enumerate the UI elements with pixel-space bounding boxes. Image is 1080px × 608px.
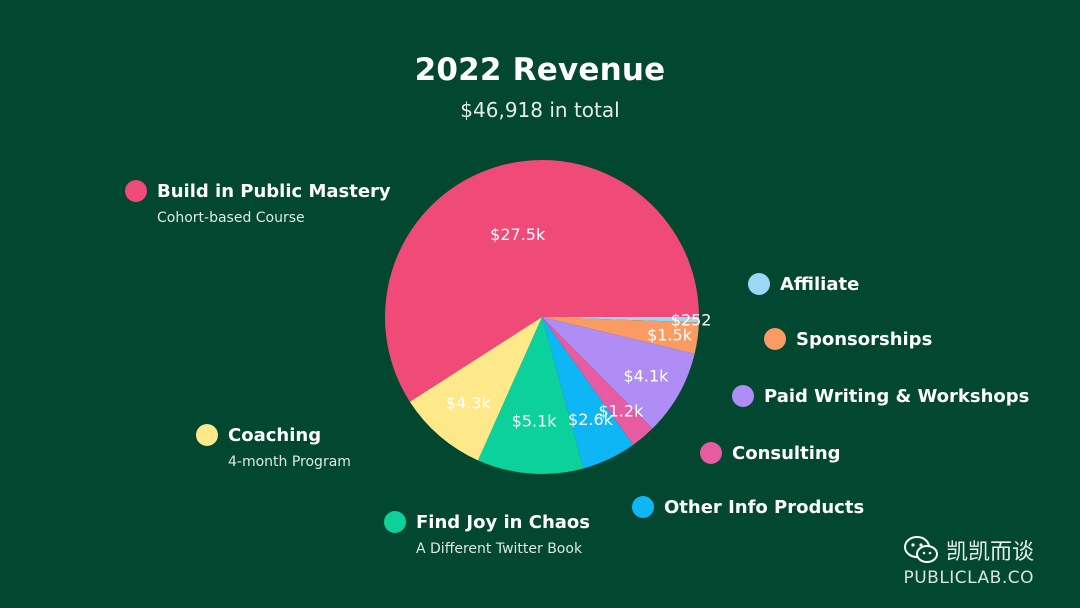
legend-dot [748,273,770,295]
wechat-icon [903,536,938,563]
legend-dot [632,496,654,518]
slice-value-label: $4.1k [624,367,670,386]
legend-label: Find Joy in Chaos [416,511,590,533]
slice-value-label: $2.6k [568,410,614,429]
legend-label: Coaching [228,424,322,446]
legend-sublabel: A Different Twitter Book [416,541,583,557]
watermark-brand: 凯凯而谈 [945,540,1034,565]
slice-value-label: $4.3k [446,394,492,413]
watermark: 凯凯而谈 PUBLICLAB.CO [903,534,1034,588]
legend-dot [125,180,147,202]
legend-sublabel: 4-month Program [228,454,351,470]
legend-other-info-products: Other Info Products [632,496,864,518]
pie-slice-sponsorships [542,317,699,354]
legend-find-joy-in-chaos: Find Joy in Chaos A Different Twitter Bo… [384,511,590,557]
legend-dot [732,385,754,407]
legend-dot [764,328,786,350]
chart-title: 2022 Revenue [414,52,666,88]
legend-label: Sponsorships [796,328,933,350]
legend-label: Paid Writing & Workshops [764,385,1030,407]
pie-slice-coaching [409,317,542,461]
legend-label: Consulting [732,442,841,464]
pie-slice-build-in-public-mastery [385,160,699,402]
pie-slice-other-info-products [542,317,634,469]
pie-slice-consulting [542,317,653,445]
slice-value-label: $27.5k [490,225,546,244]
legend-coaching: Coaching 4-month Program [196,424,351,470]
slice-value-label: $1.2k [598,402,644,421]
chart-subtitle: $46,918 in total [460,98,620,122]
legend-sublabel: Cohort-based Course [157,210,305,226]
legend-dot [196,424,218,446]
slice-value-label: $252 [671,311,712,330]
legend-build-in-public-mastery: Build in Public Mastery Cohort-based Cou… [125,180,391,226]
legend-dot [700,442,722,464]
pie-slice-affiliate [542,317,699,323]
pie-slice-find-joy-in-chaos [477,317,584,474]
legend-label: Other Info Products [664,496,865,518]
pie-slice-paid-writing-workshops [542,317,695,429]
legend-affiliate: Affiliate [748,273,859,295]
legend-dot [384,511,406,533]
legend-consulting: Consulting [700,442,841,464]
legend-label: Build in Public Mastery [157,180,391,202]
legend-paid-writing-workshops: Paid Writing & Workshops [732,385,1029,407]
watermark-site: PUBLICLAB.CO [903,568,1034,588]
legend-sponsorships: Sponsorships [764,328,932,350]
legend-label: Affiliate [780,273,860,295]
slice-value-label: $1.5k [647,325,693,344]
slice-value-label: $5.1k [512,411,558,430]
